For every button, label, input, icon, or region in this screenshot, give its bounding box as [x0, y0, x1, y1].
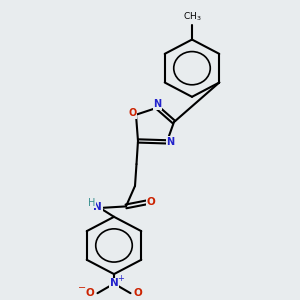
Text: N: N — [167, 137, 175, 147]
Text: +: + — [117, 274, 124, 283]
Text: −: − — [78, 283, 86, 293]
Text: N: N — [153, 99, 162, 109]
Text: H: H — [88, 198, 96, 208]
Text: O: O — [128, 108, 136, 118]
Text: N: N — [110, 278, 118, 288]
Text: N: N — [93, 202, 102, 212]
Text: O: O — [146, 197, 155, 207]
Text: O: O — [86, 288, 94, 298]
Text: O: O — [134, 288, 142, 298]
Text: CH$_3$: CH$_3$ — [183, 10, 201, 22]
